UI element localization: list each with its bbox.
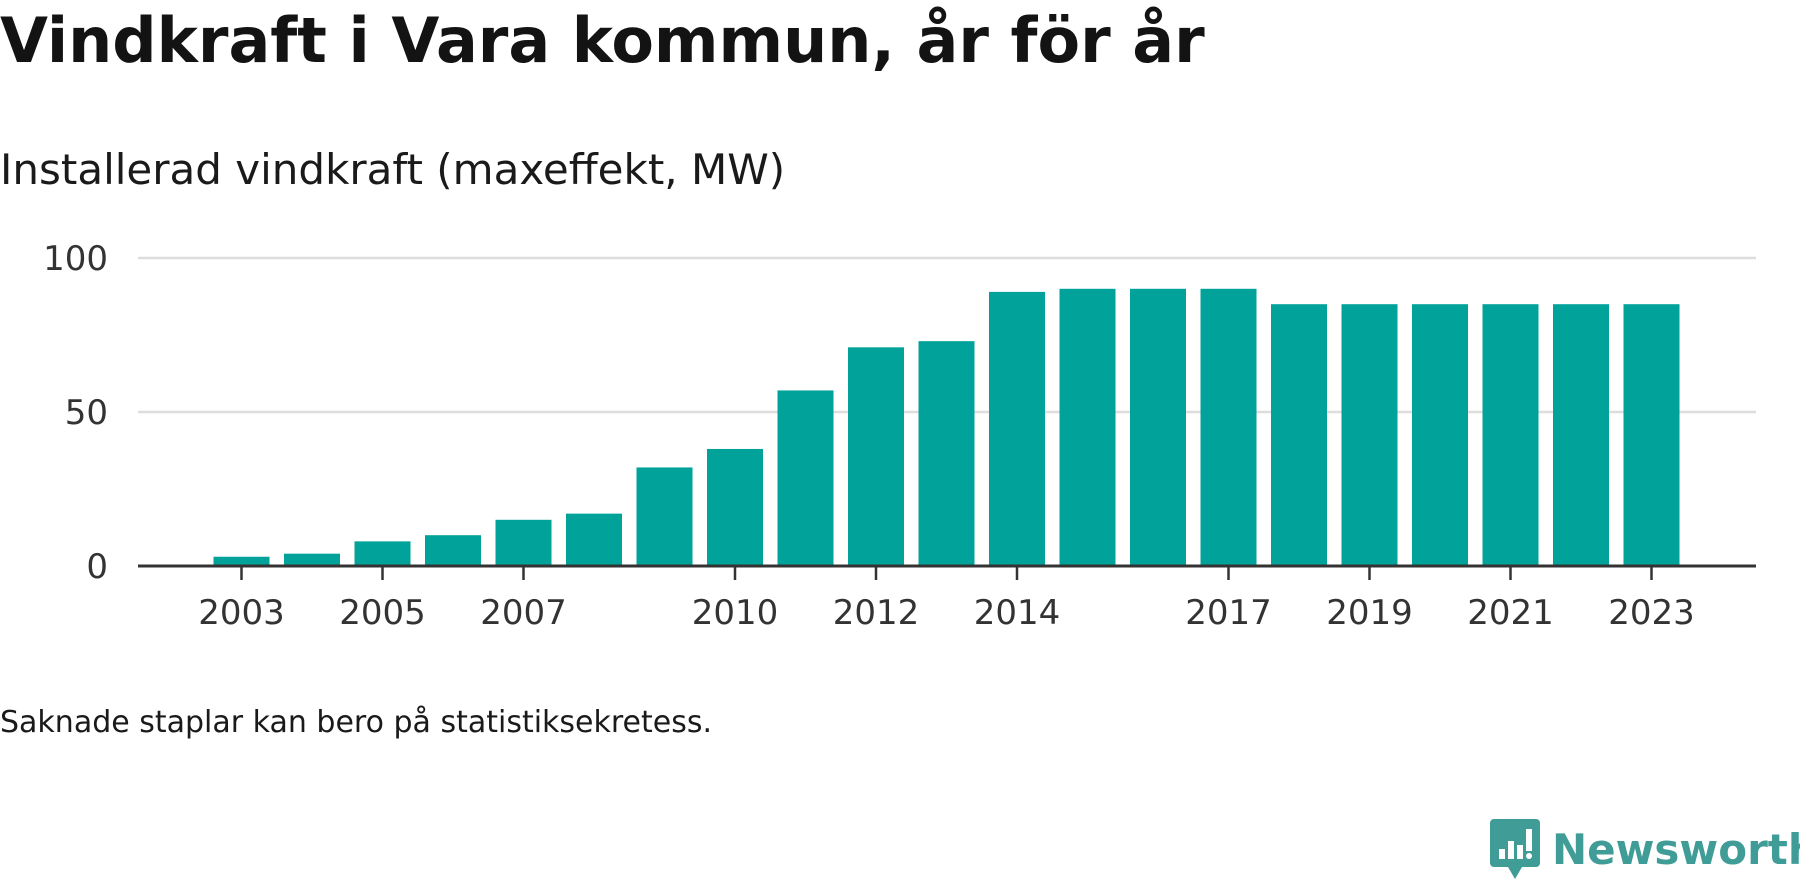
bar-2017 xyxy=(1200,288,1257,566)
bar-2003 xyxy=(213,556,270,566)
x-tick-label: 2007 xyxy=(480,593,567,633)
x-tick-label: 2014 xyxy=(974,593,1061,633)
bar-2013 xyxy=(918,341,975,566)
bar-2006 xyxy=(425,535,481,566)
chart-subtitle: Installerad vindkraft (maxeffekt, MW) xyxy=(0,145,786,194)
bar-2014 xyxy=(989,291,1045,566)
brand-name: Newsworthy xyxy=(1552,824,1800,874)
footnote: Saknade staplar kan bero på statistiksek… xyxy=(0,705,713,740)
x-tick-label: 2003 xyxy=(198,593,285,633)
bar-2020 xyxy=(1412,304,1468,566)
y-tick-label: 0 xyxy=(86,547,108,587)
x-tick-label: 2021 xyxy=(1467,593,1554,633)
bar-2009 xyxy=(636,467,693,566)
bar-2019 xyxy=(1341,304,1398,566)
bar-2010 xyxy=(707,448,763,566)
bar-2012 xyxy=(848,347,904,566)
bars xyxy=(213,288,1680,566)
y-tick-label: 100 xyxy=(43,239,108,279)
y-tick-label: 50 xyxy=(65,393,108,433)
x-axis xyxy=(138,564,1756,580)
bar-2005 xyxy=(354,541,411,566)
bar-2023 xyxy=(1623,304,1680,566)
bar-2021 xyxy=(1482,304,1539,566)
bar-2008 xyxy=(566,513,622,566)
x-tick-label: 2017 xyxy=(1185,593,1272,633)
x-tick-labels: 2003 2005 2007 2010 2012 2014 2017 2019 2021 2023 xyxy=(198,593,1695,633)
chart-title: Vindkraft i Vara kommun, år för år xyxy=(0,4,1205,77)
x-tick-label: 2010 xyxy=(692,593,779,633)
brand-logo-group: Newsworthy xyxy=(1490,818,1800,880)
bar-2007 xyxy=(495,519,552,566)
x-tick-label: 2023 xyxy=(1608,593,1695,633)
bar-2022 xyxy=(1553,304,1609,566)
bar-2015 xyxy=(1059,288,1116,566)
bar-2004 xyxy=(284,553,340,566)
x-tick-label: 2005 xyxy=(339,593,426,633)
bar-2018 xyxy=(1271,304,1327,566)
y-tick-labels: 0 50 100 xyxy=(43,239,108,587)
x-tick-label: 2012 xyxy=(833,593,920,633)
bar-2016 xyxy=(1130,288,1186,566)
bar-2011 xyxy=(777,390,834,566)
newsworthy-logo-icon xyxy=(1490,819,1540,879)
x-tick-label: 2019 xyxy=(1326,593,1413,633)
